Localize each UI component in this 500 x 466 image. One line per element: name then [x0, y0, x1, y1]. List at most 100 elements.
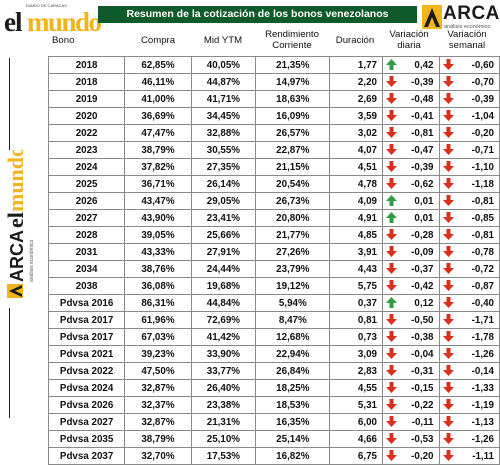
cell-var-diaria: -0,42	[381, 277, 440, 295]
arrow-down-icon	[385, 314, 397, 325]
arrow-down-icon	[385, 144, 397, 155]
arrow-down-icon	[442, 127, 454, 138]
cell-mid-ytm-value: 24,44%	[206, 263, 241, 275]
cell-duracion: 2,83	[329, 362, 383, 380]
cell-bono-value: Pdvsa 2027	[59, 416, 114, 428]
cell-mid-ytm-value: 34,45%	[206, 110, 241, 122]
col-compra: Compra	[140, 34, 176, 46]
cell-compra: 38,79%	[124, 430, 192, 448]
table-row: 2023 38,79% 30,55% 22,87% 4,07 -0,47 -0,71	[47, 141, 500, 159]
cell-var-semanal-value: -0,71	[471, 144, 494, 156]
arrow-down-icon	[385, 433, 397, 444]
cell-compra-value: 36,71%	[141, 178, 175, 190]
side-arca-elmundo-icon: ARCA el mundo análisis económico	[3, 146, 35, 298]
cell-rendimiento: 18,53%	[255, 396, 331, 414]
cell-var-semanal-value: -0,60	[471, 59, 494, 71]
table-row: 2031 43,33% 27,91% 27,26% 3,91 -0,09 -0,78	[47, 243, 500, 261]
cell-mid-ytm: 40,05%	[190, 56, 257, 74]
cell-var-diaria-value: -0,11	[411, 416, 434, 428]
arrow-up-icon	[385, 59, 397, 70]
cell-var-semanal: -0,72	[438, 260, 500, 278]
logo-mundo: mundo	[27, 7, 102, 37]
arrow-down-icon	[442, 433, 454, 444]
cell-var-semanal-value: -1,10	[471, 161, 494, 173]
cell-var-diaria: -0,39	[381, 158, 440, 176]
cell-bono-value: 2025	[75, 178, 98, 190]
cell-mid-ytm-value: 26,40%	[206, 382, 241, 394]
cell-var-diaria-value: -0,04	[411, 348, 434, 360]
arrow-down-icon	[385, 229, 397, 240]
cell-var-semanal-value: -1,13	[471, 416, 494, 428]
cell-duracion: 4,91	[329, 209, 383, 227]
cell-mid-ytm-value: 72,69%	[206, 314, 241, 326]
cell-var-diaria: -0,50	[381, 311, 440, 329]
cell-mid-ytm: 23,41%	[190, 209, 257, 227]
cell-duracion: 4,55	[329, 379, 383, 397]
cell-var-semanal: -1,33	[438, 379, 500, 397]
cell-mid-ytm-value: 44,87%	[206, 76, 241, 88]
cell-var-semanal: -1,26	[438, 430, 500, 448]
cell-var-diaria-value: 0,42	[414, 59, 434, 71]
bond-summary-page: DIARIO DE CARACAS el mundo Resumen de la…	[3, 3, 500, 465]
cell-rendimiento-value: 26,84%	[276, 365, 310, 377]
cell-var-semanal-value: -0,70	[471, 76, 494, 88]
cell-bono: Pdvsa 2035	[47, 430, 126, 448]
cell-rendimiento: 26,73%	[255, 192, 331, 210]
cell-var-semanal-value: -0,81	[471, 229, 494, 241]
table-row: Pdvsa 2016 86,31% 44,84% 5,94% 0,37 0,12 -0,40	[47, 294, 500, 312]
cell-duracion: 4,78	[329, 175, 383, 193]
arrow-down-icon	[442, 110, 454, 121]
cell-duracion: 3,59	[329, 107, 383, 125]
cell-var-semanal: -1,19	[438, 396, 500, 414]
side-divider-top	[9, 58, 10, 150]
cell-rendimiento: 21,15%	[255, 158, 331, 176]
arrow-down-icon	[442, 399, 454, 410]
cell-mid-ytm-value: 29,05%	[206, 195, 241, 207]
cell-rendimiento: 5,94%	[255, 294, 331, 312]
cell-duracion: 0,81	[329, 311, 383, 329]
cell-compra: 38,79%	[124, 141, 192, 159]
cell-compra: 36,71%	[124, 175, 192, 193]
table-row: 2020 36,69% 34,45% 16,09% 3,59 -0,41 -1,04	[47, 107, 500, 125]
arrow-down-icon	[385, 348, 397, 359]
cell-compra: 67,03%	[124, 328, 192, 346]
cell-var-diaria-value: 0,12	[414, 297, 434, 309]
cell-bono-value: 2024	[75, 161, 98, 173]
cell-var-diaria-value: 0,01	[414, 195, 434, 207]
arrow-down-icon	[385, 93, 397, 104]
cell-compra: 46,11%	[124, 73, 192, 91]
cell-compra-value: 41,00%	[141, 93, 175, 105]
arrow-up-icon	[385, 212, 397, 223]
cell-var-diaria-value: -0,81	[411, 127, 434, 139]
cell-var-diaria: -0,15	[381, 379, 440, 397]
cell-mid-ytm: 44,87%	[190, 73, 257, 91]
cell-bono-value: Pdvsa 2017	[59, 331, 114, 343]
cell-bono-value: Pdvsa 2017	[59, 314, 114, 326]
cell-rendimiento-value: 14,97%	[276, 76, 310, 88]
arrow-down-icon	[385, 76, 397, 87]
cell-var-diaria-value: -0,53	[411, 433, 434, 445]
cell-rendimiento: 18,25%	[255, 379, 331, 397]
arrow-down-icon	[442, 365, 454, 376]
svg-text:mundo: mundo	[5, 150, 28, 212]
arrow-down-icon	[385, 365, 397, 376]
cell-rendimiento-value: 18,53%	[276, 399, 310, 411]
cell-var-semanal: -0,71	[438, 141, 500, 159]
cell-bono: 2034	[47, 260, 126, 278]
arrow-down-icon	[385, 399, 397, 410]
cell-bono: Pdvsa 2037	[47, 447, 126, 465]
cell-rendimiento: 12,68%	[255, 328, 331, 346]
table-row: 2018 62,85% 40,05% 21,35% 1,77 0,42 -0,60	[47, 56, 500, 74]
cell-bono: 2025	[47, 175, 126, 193]
cell-bono-value: 2038	[75, 280, 98, 292]
table-row: Pdvsa 2017 67,03% 41,42% 12,68% 0,73 -0,38 -1,…	[47, 328, 500, 346]
cell-var-semanal-value: -0,78	[471, 246, 494, 258]
cell-var-semanal: -0,60	[438, 56, 500, 74]
cell-duracion: 4,43	[329, 260, 383, 278]
cell-var-semanal-value: -1,04	[471, 110, 494, 122]
cell-var-semanal: -1,13	[438, 413, 500, 431]
cell-duracion: 0,73	[329, 328, 383, 346]
arca-logo: ARCA análisis económico	[422, 3, 499, 33]
cell-duracion: 4,09	[329, 192, 383, 210]
cell-mid-ytm-value: 27,91%	[206, 246, 241, 258]
